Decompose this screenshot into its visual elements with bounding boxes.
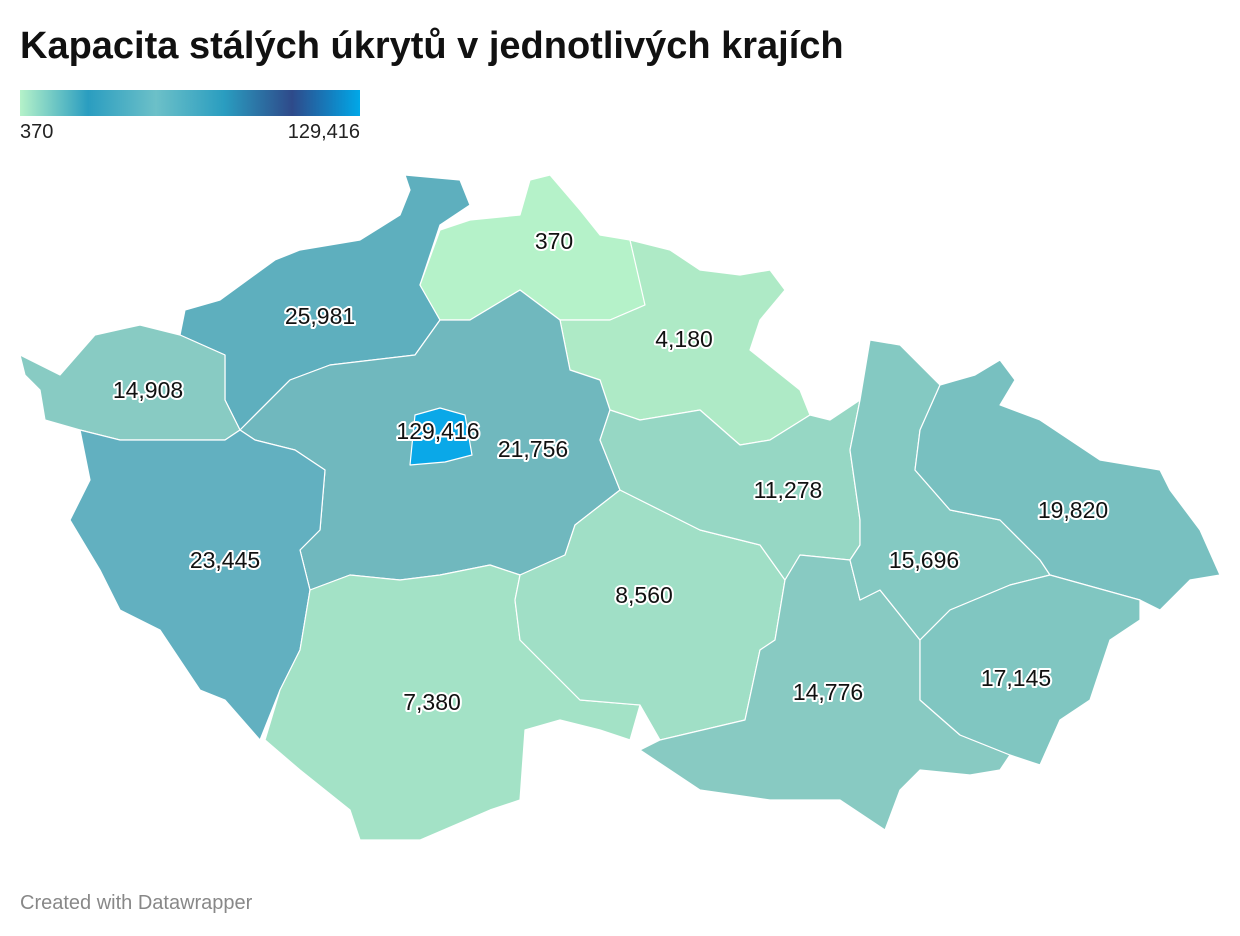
value-label: 129,416 — [396, 418, 479, 444]
value-label: 15,696 — [889, 547, 959, 573]
value-label: 14,908 — [113, 377, 183, 403]
regions — [19, 174, 1221, 841]
region-labels: 370 4,180 25,981 14,908 129,416 21,756 1… — [111, 226, 1110, 717]
value-label: 25,981 — [285, 303, 355, 329]
legend-max-label: 129,416 — [288, 121, 360, 143]
value-label: 19,820 — [1038, 497, 1108, 523]
value-label: 14,776 — [793, 679, 863, 705]
value-label: 4,180 — [655, 326, 713, 352]
chart-title: Kapacita stálých úkrytů v jednotlivých k… — [20, 25, 844, 67]
legend-gradient — [20, 90, 360, 116]
region — [919, 574, 1141, 766]
value-label: 23,445 — [190, 547, 260, 573]
value-label: 21,756 — [498, 436, 568, 462]
value-label: 370 — [535, 228, 573, 254]
region — [409, 407, 473, 466]
value-label: 17,145 — [981, 665, 1051, 691]
value-label: 7,380 — [403, 689, 461, 715]
credit: Created with Datawrapper — [20, 892, 253, 914]
legend-min-label: 370 — [20, 121, 53, 143]
region — [264, 564, 641, 841]
value-label: 11,278 — [754, 477, 823, 503]
region — [914, 359, 1221, 611]
value-label: 8,560 — [615, 582, 673, 608]
